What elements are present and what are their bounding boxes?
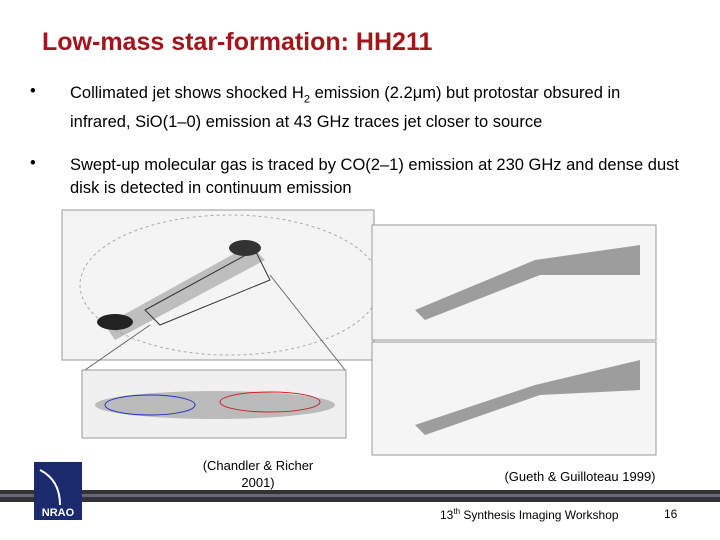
- text: Collimated jet shows shocked H: [70, 84, 304, 102]
- logo: NRAO: [34, 462, 82, 520]
- subscript: 2: [303, 93, 310, 106]
- left-map: [61, 209, 381, 371]
- bullet: Collimated jet shows shocked H2 emission…: [70, 82, 685, 134]
- text: Synthesis Imaging Workshop: [460, 508, 619, 522]
- text: Swept-up molecular gas is traced by CO(2…: [70, 156, 679, 197]
- footer-text: 13th Synthesis Imaging Workshop: [440, 507, 619, 522]
- right-maps: [371, 224, 657, 456]
- left-velocity-map: [81, 369, 347, 439]
- slide-title: Low-mass star-formation: HH211: [42, 28, 433, 56]
- text: 13: [440, 508, 454, 522]
- text: emission (2.2μm) but protostar obsured i…: [70, 84, 621, 132]
- bullet-marker: •: [30, 82, 36, 100]
- page-number: 16: [664, 507, 678, 521]
- bullet: Swept-up molecular gas is traced by CO(2…: [70, 154, 685, 200]
- bullet-marker: •: [30, 154, 36, 172]
- caption: (Gueth & Guilloteau 1999): [504, 469, 656, 484]
- footer-band: [0, 490, 720, 502]
- caption: (Chandler & Richer 2001): [202, 458, 314, 490]
- logo-text: NRAO: [42, 507, 75, 519]
- superscript: th: [453, 507, 461, 516]
